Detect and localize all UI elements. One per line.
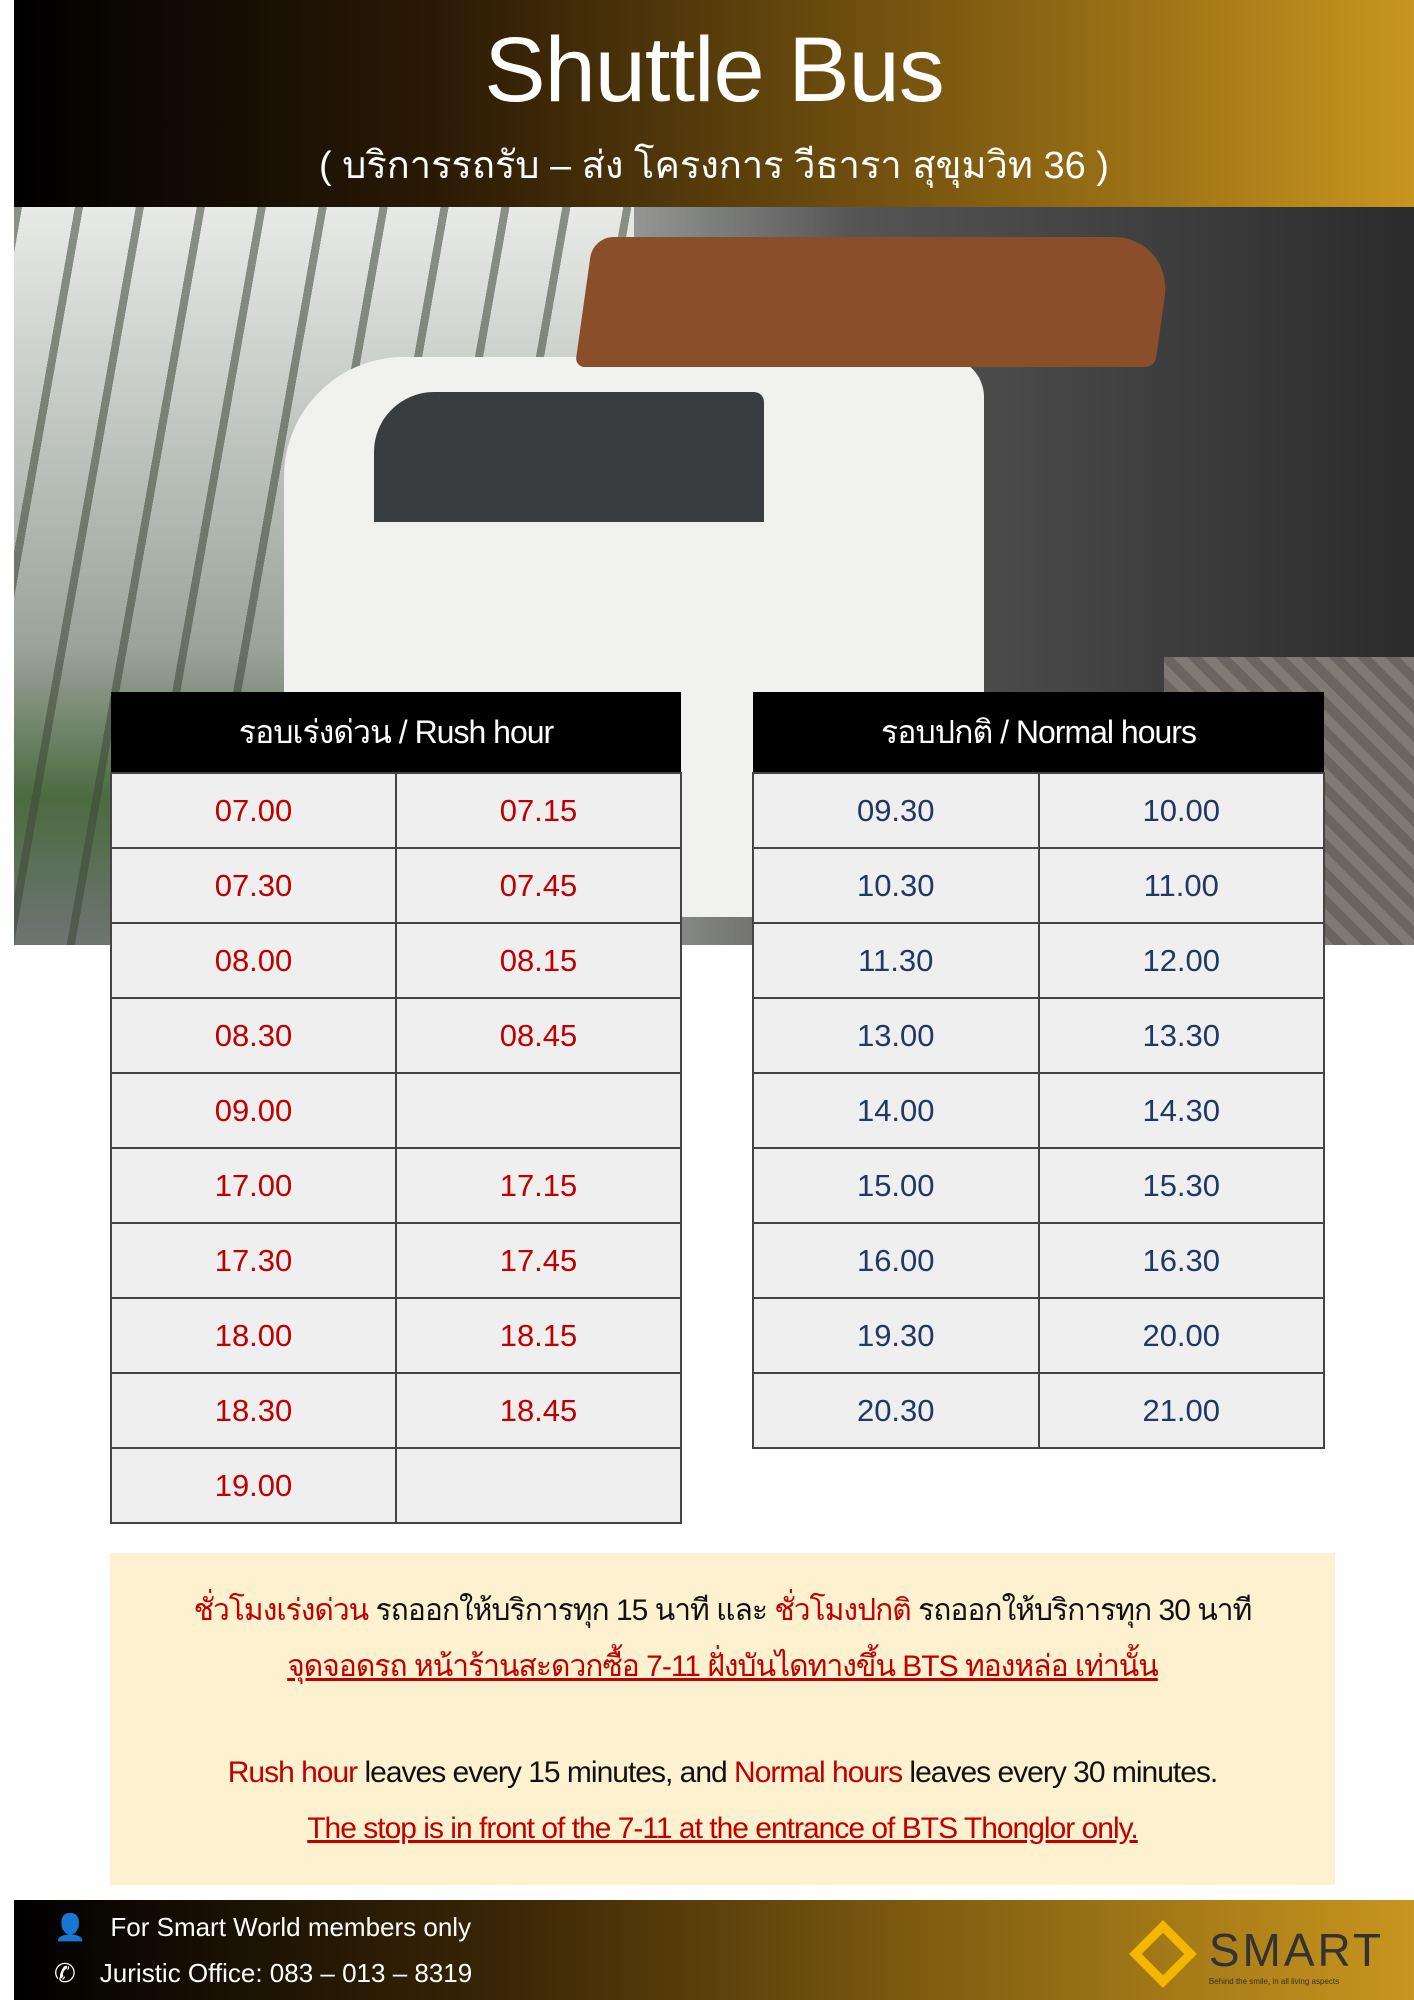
departure-time: 18.45	[395, 1372, 682, 1449]
table-row: 17.00 17.15	[110, 1147, 682, 1224]
departure-time: 16.30	[1037, 1222, 1325, 1299]
smart-tagline: Behind the smile, in all living aspects	[1208, 1976, 1340, 1986]
table-row: 07.00 07.15	[110, 772, 682, 849]
departure-time: 21.00	[1037, 1372, 1325, 1449]
departure-time: 13.30	[1037, 997, 1325, 1074]
truck-windshield	[374, 392, 764, 522]
english-frequency-note: Rush hour leaves every 15 minutes, and N…	[110, 1745, 1335, 1801]
departure-time: 14.00	[752, 1072, 1040, 1149]
shuttle-photo	[14, 207, 1414, 945]
table-row: 09.30 10.00	[752, 772, 1325, 849]
departure-time: 18.15	[395, 1297, 682, 1374]
table-row: 18.00 18.15	[110, 1297, 682, 1374]
header-banner: Shuttle Bus ( บริการรถรับ – ส่ง โครงการ …	[14, 0, 1414, 207]
departure-time: 07.00	[110, 772, 397, 849]
table-row: 10.30 11.00	[752, 847, 1325, 924]
departure-time: 17.30	[110, 1222, 397, 1299]
table-row: 08.00 08.15	[110, 922, 682, 999]
departure-time: 15.00	[752, 1147, 1040, 1224]
departure-time: 08.45	[395, 997, 682, 1074]
departure-time: 20.30	[752, 1372, 1040, 1449]
footer: 👤 For Smart World members only ✆ Juristi…	[14, 1900, 1414, 2000]
departure-time: 18.00	[110, 1297, 397, 1374]
departure-time: 10.30	[752, 847, 1040, 924]
departure-time: 09.30	[752, 772, 1040, 849]
page-subtitle: ( บริการรถรับ – ส่ง โครงการ วีธารา สุขุม…	[319, 145, 1109, 187]
table-row: 13.00 13.30	[752, 997, 1325, 1074]
departure-time: 14.30	[1037, 1072, 1325, 1149]
table-row: 08.30 08.45	[110, 997, 682, 1074]
table-row: 17.30 17.45	[110, 1222, 682, 1299]
thai-rush-label: ชั่วโมงเร่งด่วน	[193, 1594, 370, 1627]
departure-time: 10.00	[1037, 772, 1325, 849]
table-row: 19.30 20.00	[752, 1297, 1325, 1374]
thai-normal-label: ชั่วโมงปกติ	[774, 1594, 911, 1627]
departure-time	[395, 1447, 682, 1524]
departure-time: 08.30	[110, 997, 397, 1074]
normal-hours-table: รอบปกติ / Normal hours 09.30 10.00 10.30 11…	[752, 692, 1325, 1449]
table-row: 14.00 14.30	[752, 1072, 1325, 1149]
thai-rush-text: รถออกให้บริการทุก 15 นาที และ	[368, 1594, 775, 1627]
table-row: 07.30 07.45	[110, 847, 682, 924]
smart-logo-text: SMART	[1208, 1923, 1384, 1976]
phone-icon: ✆	[54, 1958, 76, 1988]
table-row: 16.00 16.30	[752, 1222, 1325, 1299]
english-normal-text: leaves every 30 minutes.	[902, 1756, 1218, 1789]
table-row: 20.30 21.00	[752, 1372, 1325, 1449]
departure-time	[395, 1072, 682, 1149]
table-row: 15.00 15.30	[752, 1147, 1325, 1224]
departure-time: 13.00	[752, 997, 1040, 1074]
departure-time: 08.00	[110, 922, 397, 999]
members-text: For Smart World members only	[110, 1912, 472, 1942]
departure-time: 15.30	[1037, 1147, 1325, 1224]
person-icon: 👤	[54, 1912, 87, 1942]
departure-time: 19.30	[752, 1297, 1040, 1374]
table-row: 11.30 12.00	[752, 922, 1325, 999]
departure-time: 11.30	[752, 922, 1040, 999]
departure-time: 19.00	[110, 1447, 397, 1524]
departure-time: 20.00	[1037, 1297, 1325, 1374]
table-row: 09.00	[110, 1072, 682, 1149]
departure-time: 12.00	[1037, 922, 1325, 999]
english-stop-note: The stop is in front of the 7-11 at the …	[307, 1812, 1139, 1845]
departure-time: 07.15	[395, 772, 682, 849]
rush-hour-heading: รอบเร่งด่วน / Rush hour	[111, 692, 681, 773]
thai-normal-text: รถออกให้บริการทุก 30 นาที	[910, 1594, 1252, 1627]
notes-box: ชั่วโมงเร่งด่วน รถออกให้บริการทุก 15 นาท…	[110, 1553, 1335, 1885]
departure-time: 11.00	[1037, 847, 1325, 924]
smart-logo-mark-icon	[1128, 1920, 1197, 1988]
departure-time: 07.30	[110, 847, 397, 924]
office-phone: Juristic Office: 083 – 013 – 8319	[99, 1958, 473, 1988]
departure-time: 17.45	[395, 1222, 682, 1299]
thai-stop-note: จุดจอดรถ หน้าร้านสะดวกซื้อ 7-11 ฝั่งบันไ…	[287, 1650, 1159, 1683]
english-normal-label: Normal hours	[734, 1756, 903, 1789]
table-row: 18.30 18.45	[110, 1372, 682, 1449]
thai-frequency-note: ชั่วโมงเร่งด่วน รถออกให้บริการทุก 15 นาท…	[110, 1583, 1335, 1639]
table-row: 19.00	[110, 1447, 682, 1524]
english-rush-label: Rush hour	[227, 1756, 358, 1789]
departure-time: 07.45	[395, 847, 682, 924]
departure-time: 18.30	[110, 1372, 397, 1449]
departure-time: 09.00	[110, 1072, 397, 1149]
office-line: ✆ Juristic Office: 083 – 013 – 8319	[54, 1958, 472, 1989]
members-line: 👤 For Smart World members only	[54, 1912, 471, 1943]
smart-logo: SMART Behind the smile, in all living as…	[1128, 1920, 1384, 1988]
normal-hours-heading: รอบปกติ / Normal hours	[753, 692, 1324, 773]
truck-canopy	[574, 237, 1174, 367]
departure-time: 17.00	[110, 1147, 397, 1224]
departure-time: 08.15	[395, 922, 682, 999]
rush-hour-table: รอบเร่งด่วน / Rush hour 07.00 07.15 07.30 0…	[110, 692, 682, 1524]
departure-time: 16.00	[752, 1222, 1040, 1299]
departure-time: 17.15	[395, 1147, 682, 1224]
page-title: Shuttle Bus	[484, 19, 945, 121]
english-rush-text: leaves every 15 minutes, and	[357, 1756, 735, 1789]
